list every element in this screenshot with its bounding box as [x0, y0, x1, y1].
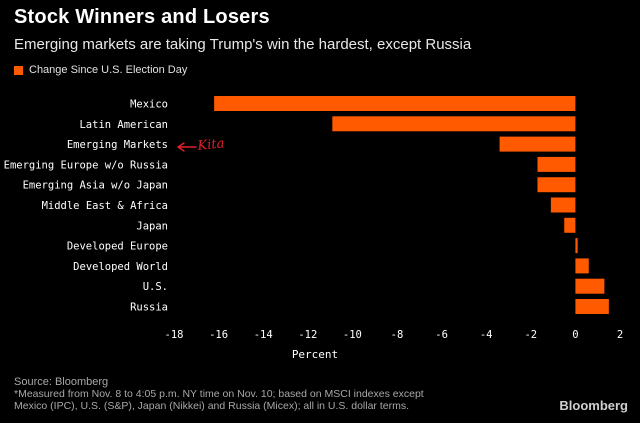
bar [575, 258, 589, 274]
category-label: Latin American [79, 119, 168, 131]
annotation-arrow [177, 142, 197, 152]
footnote-line-1: *Measured from Nov. 8 to 4:05 p.m. NY ti… [14, 388, 424, 400]
bar [550, 197, 576, 213]
category-label: Emerging Markets [67, 139, 168, 151]
category-label: Developed Europe [67, 241, 168, 253]
x-tick-label: -18 [165, 329, 184, 341]
x-tick-label: 2 [617, 329, 623, 341]
x-axis-label: Percent [292, 348, 338, 361]
category-label: Russia [130, 302, 168, 314]
footnote: *Measured from Nov. 8 to 4:05 p.m. NY ti… [14, 388, 534, 412]
x-tick-label: -16 [209, 329, 228, 341]
annotation-text: Kita [196, 136, 225, 154]
x-tick-label: -10 [343, 329, 362, 341]
legend-swatch [14, 65, 23, 75]
x-tick-label: -8 [391, 329, 404, 341]
x-tick-label: -12 [298, 329, 317, 341]
x-tick-label: -6 [435, 329, 448, 341]
source-note: Source: Bloomberg [14, 376, 109, 388]
category-label: U.S. [143, 281, 168, 293]
bloomberg-logo: Bloomberg [559, 398, 628, 413]
handwritten-annotation: Kita [177, 136, 225, 154]
x-tick-label: 0 [572, 329, 578, 341]
bar [537, 177, 576, 193]
bars [214, 96, 609, 314]
bar [575, 238, 578, 254]
legend-label: Change Since U.S. Election Day [29, 64, 188, 76]
bar [575, 278, 605, 294]
x-tick-label: -2 [524, 329, 537, 341]
x-tick-label: -14 [254, 329, 273, 341]
chart-title: Stock Winners and Losers [14, 6, 270, 28]
x-tick-label: -4 [480, 329, 493, 341]
category-label: Developed World [73, 261, 168, 273]
category-label: Emerging Asia w/o Japan [23, 180, 168, 192]
category-label: Middle East & Africa [42, 200, 168, 212]
category-label: Emerging Europe w/o Russia [4, 159, 168, 171]
category-labels: Mexico Latin American Emerging Markets Emer… [4, 99, 168, 314]
x-axis-ticks: -18 -16 -14 -12 -10 -8 -6 -4 -2 0 2 [165, 329, 624, 341]
bar [499, 136, 576, 152]
chart-subtitle: Emerging markets are taking Trump's win … [14, 36, 472, 53]
bar [214, 96, 576, 111]
bar [575, 299, 609, 314]
bar [564, 217, 576, 233]
bar [537, 156, 576, 172]
legend: Change Since U.S. Election Day [14, 64, 187, 76]
footnote-line-2: Mexico (IPC), U.S. (S&P), Japan (Nikkei)… [14, 400, 410, 412]
bar [332, 116, 576, 132]
category-label: Japan [136, 220, 168, 232]
category-label: Mexico [130, 99, 168, 111]
